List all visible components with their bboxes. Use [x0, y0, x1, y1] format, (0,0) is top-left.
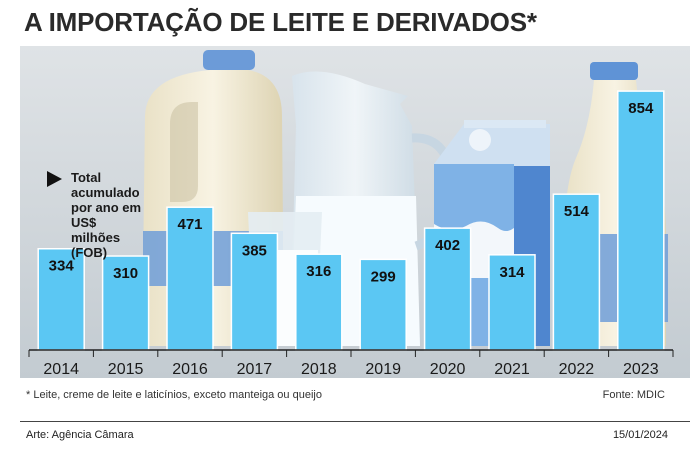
- x-tick-label-2021: 2021: [494, 361, 530, 378]
- bar-2018: [295, 253, 343, 351]
- x-tick-label-2014: 2014: [43, 361, 79, 378]
- bar-2015: [101, 255, 150, 351]
- x-tick-label-2020: 2020: [430, 361, 466, 378]
- x-tick-label-2023: 2023: [623, 361, 659, 378]
- data-label-2016: 471: [177, 216, 202, 233]
- bar-2020: [423, 227, 472, 351]
- data-label-2020: 402: [435, 237, 460, 254]
- data-label-2021: 314: [499, 264, 525, 281]
- data-label-2018: 316: [306, 263, 331, 280]
- value-unit-note-text: Total acumulado por ano em US$ milhões (…: [71, 170, 142, 260]
- source-credit: Fonte: MDIC: [602, 389, 665, 401]
- bar-2021: [488, 254, 536, 351]
- bar-2016: [166, 206, 214, 351]
- x-tick-label-2019: 2019: [365, 361, 401, 378]
- x-tick-label-2017: 2017: [237, 361, 273, 378]
- bar-2022: [552, 193, 601, 351]
- x-tick-label-2018: 2018: [301, 361, 337, 378]
- data-label-2023: 854: [628, 100, 654, 117]
- chart-area: 334 310 471 385 316 299 402 314 514 854 2014 2015 2…: [20, 46, 690, 378]
- data-label-2022: 514: [564, 203, 590, 220]
- publication-date: 15/01/2024: [612, 429, 668, 441]
- data-label-2014: 334: [49, 258, 75, 275]
- chart-title: A IMPORTAÇÃO DE LEITE E DERIVADOS*: [24, 7, 537, 37]
- data-label-2015: 310: [113, 265, 138, 282]
- art-credit: Arte: Agência Câmara: [26, 429, 134, 441]
- x-axis-ticks: 2014 2015 2016 2017 2018 2019 2020 2021 2022 2023: [28, 350, 674, 378]
- bar-2019: [359, 258, 407, 351]
- x-tick-label-2022: 2022: [559, 361, 595, 378]
- footer-divider: [20, 421, 690, 422]
- data-label-2019: 299: [371, 268, 396, 285]
- bar-2014: [37, 247, 85, 351]
- play-arrow-icon: [47, 171, 62, 187]
- x-tick-label-2016: 2016: [172, 361, 208, 378]
- data-label-2017: 385: [242, 242, 267, 259]
- footnote: * Leite, creme de leite e laticínios, ex…: [26, 389, 322, 401]
- labels-layer: 334 310 471 385 316 299 402 314 514 854: [49, 100, 654, 285]
- value-unit-note: Total acumulado por ano em US$ milhões (…: [47, 170, 147, 260]
- bar-2023: [617, 90, 665, 351]
- bars-layer: [37, 90, 665, 351]
- x-tick-label-2015: 2015: [108, 361, 144, 378]
